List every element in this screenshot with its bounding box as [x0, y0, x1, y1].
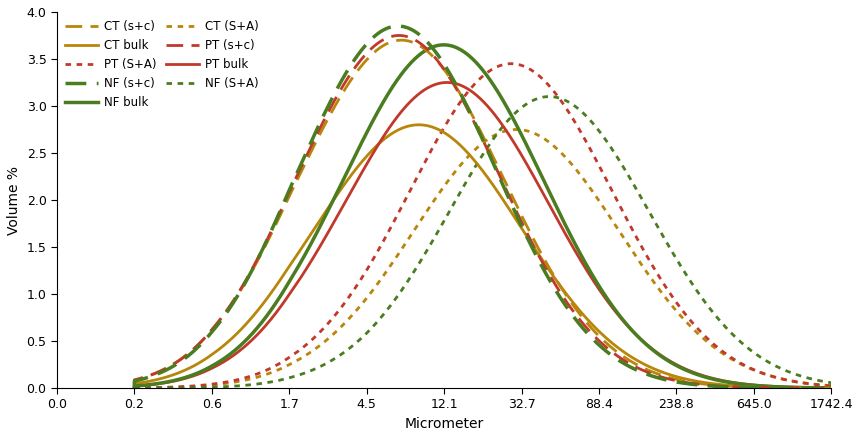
- NF (s+c): [339, 73, 349, 78]
- Line: PT (S+A): PT (S+A): [134, 64, 832, 388]
- PT bulk: [339, 201, 349, 206]
- NF (S+A): [129, 385, 139, 391]
- CT (s+c): [129, 385, 139, 390]
- NF bulk: [129, 385, 139, 391]
- Line: PT bulk: PT bulk: [134, 82, 832, 388]
- NF (s+c): [129, 385, 139, 391]
- Line: PT (s+c): PT (s+c): [134, 35, 832, 388]
- NF (S+A): [759, 357, 770, 363]
- NF (s+c): [129, 380, 139, 385]
- PT bulk: [129, 384, 139, 389]
- Legend: CT (s+c), CT bulk, PT (S+A), NF (s+c), NF bulk, CT (S+A), PT (s+c), PT bulk, NF : CT (s+c), CT bulk, PT (S+A), NF (s+c), N…: [63, 18, 261, 111]
- NF (S+A): [826, 383, 837, 388]
- PT bulk: [166, 379, 176, 385]
- PT bulk: [129, 385, 139, 391]
- CT bulk: [129, 382, 139, 388]
- CT bulk: [129, 385, 139, 391]
- NF (s+c): [393, 23, 403, 28]
- PT (S+A): [506, 61, 516, 66]
- NF (S+A): [129, 385, 139, 391]
- Y-axis label: Volume %: Volume %: [7, 166, 21, 234]
- NF bulk: [826, 385, 837, 391]
- CT (s+c): [826, 385, 837, 391]
- CT (S+A): [339, 321, 349, 326]
- PT (S+A): [129, 385, 139, 391]
- Line: CT (s+c): CT (s+c): [134, 40, 832, 388]
- PT (s+c): [129, 379, 139, 385]
- PT (s+c): [129, 385, 139, 391]
- PT (S+A): [826, 385, 837, 390]
- CT (S+A): [129, 385, 139, 391]
- Line: CT (S+A): CT (S+A): [134, 130, 832, 388]
- CT (s+c): [377, 44, 387, 49]
- NF bulk: [339, 175, 349, 180]
- CT bulk: [166, 373, 176, 378]
- CT bulk: [826, 385, 837, 391]
- PT (s+c): [377, 38, 387, 43]
- NF (s+c): [166, 365, 176, 370]
- CT bulk: [759, 385, 770, 390]
- CT (S+A): [759, 371, 770, 377]
- NF (S+A): [339, 350, 349, 355]
- CT (S+A): [511, 127, 521, 132]
- NF bulk: [826, 385, 837, 391]
- CT (s+c): [759, 385, 770, 390]
- PT (s+c): [166, 363, 176, 368]
- NF (S+A): [166, 385, 176, 391]
- CT (s+c): [339, 88, 349, 93]
- NF bulk: [166, 378, 176, 384]
- PT bulk: [442, 80, 452, 85]
- CT bulk: [826, 385, 837, 391]
- Line: NF bulk: NF bulk: [134, 45, 832, 388]
- NF bulk: [129, 384, 139, 389]
- CT (s+c): [166, 363, 176, 368]
- CT (s+c): [129, 379, 139, 385]
- CT (S+A): [377, 275, 387, 280]
- X-axis label: Micrometer: Micrometer: [404, 417, 483, 431]
- PT (s+c): [826, 385, 837, 391]
- NF bulk: [377, 102, 387, 107]
- PT bulk: [759, 383, 770, 389]
- NF (S+A): [377, 314, 387, 319]
- NF (s+c): [826, 385, 837, 391]
- Line: NF (S+A): NF (S+A): [134, 96, 832, 388]
- CT (S+A): [826, 385, 837, 390]
- CT bulk: [339, 182, 349, 187]
- PT (s+c): [759, 385, 770, 390]
- PT (s+c): [339, 81, 349, 86]
- PT (S+A): [339, 301, 349, 306]
- CT (S+A): [166, 385, 176, 390]
- NF (s+c): [826, 385, 837, 391]
- Line: NF (s+c): NF (s+c): [134, 26, 832, 388]
- NF (s+c): [377, 28, 387, 33]
- NF (S+A): [544, 94, 555, 99]
- NF (S+A): [826, 384, 837, 389]
- CT (s+c): [826, 385, 837, 391]
- NF (s+c): [759, 385, 770, 390]
- CT (S+A): [826, 385, 837, 390]
- PT (S+A): [759, 371, 770, 377]
- NF bulk: [439, 42, 449, 47]
- CT (s+c): [396, 38, 407, 43]
- PT (S+A): [377, 241, 387, 246]
- CT (S+A): [129, 385, 139, 391]
- CT bulk: [414, 122, 424, 127]
- PT (s+c): [826, 385, 837, 391]
- CT bulk: [377, 138, 387, 144]
- PT (S+A): [129, 385, 139, 391]
- Line: CT bulk: CT bulk: [134, 125, 832, 388]
- PT bulk: [377, 136, 387, 141]
- PT bulk: [826, 385, 837, 391]
- PT (S+A): [166, 385, 176, 390]
- PT (s+c): [394, 33, 404, 38]
- PT bulk: [826, 385, 837, 391]
- PT (S+A): [826, 385, 837, 390]
- NF bulk: [759, 384, 770, 389]
